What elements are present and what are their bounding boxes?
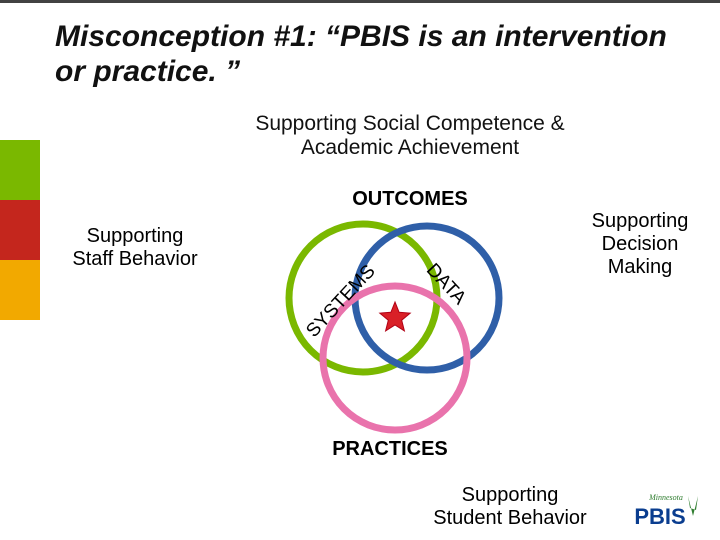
staff-behavior-label: Supporting Staff Behavior <box>70 225 200 271</box>
student-behavior-label: Supporting Student Behavior <box>400 484 620 530</box>
staff-line-2: Staff Behavior <box>72 248 197 270</box>
decision-line-3: Making <box>608 256 672 278</box>
decision-line-1: Supporting <box>592 210 689 232</box>
left-band-gold <box>0 260 40 320</box>
logo-script: Minnesota <box>648 493 683 502</box>
slide-title: Misconception #1: “PBIS is an interventi… <box>55 20 690 89</box>
venn-circle-1 <box>355 226 499 370</box>
decision-line-2: Decision <box>602 233 679 255</box>
logo-text: PBIS <box>634 504 685 529</box>
decision-making-label: Supporting Decision Making <box>580 210 700 279</box>
venn-label-data: DATA <box>422 260 470 310</box>
practices-label: PRACTICES <box>305 438 475 461</box>
star-icon <box>380 302 410 331</box>
student-line-2: Student Behavior <box>433 507 586 529</box>
left-band-red <box>0 200 40 260</box>
left-band-green <box>0 140 40 200</box>
top-rule <box>0 0 720 3</box>
venn-label-systems: SYSTEMS <box>302 261 379 342</box>
tree-icon <box>688 496 698 516</box>
slide: Misconception #1: “PBIS is an interventi… <box>0 0 720 540</box>
student-line-1: Supporting <box>462 484 559 506</box>
venn-circle-0 <box>289 224 437 372</box>
outcomes-label: OUTCOMES <box>320 188 500 211</box>
staff-line-1: Supporting <box>87 225 184 247</box>
slide-subtitle: Supporting Social Competence & Academic … <box>220 112 600 160</box>
pbis-logo: Minnesota PBIS <box>626 488 706 530</box>
venn-diagram: SYSTEMS DATA <box>265 210 525 440</box>
